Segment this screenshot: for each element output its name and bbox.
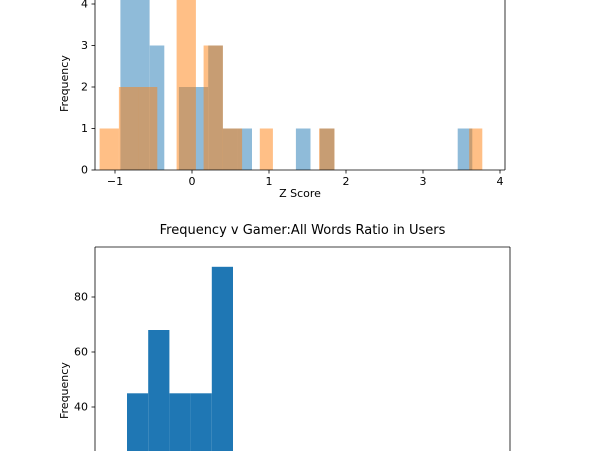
histogram-bar <box>295 128 311 170</box>
chart1-x-tick-label: −1 <box>107 175 123 188</box>
chart2-tick-labels: 40 60 80 <box>74 291 88 414</box>
ratio-histogram-bars <box>127 266 233 451</box>
histogram-bar <box>169 393 191 451</box>
chart1-y-tick-label: 0 <box>81 164 88 177</box>
zscore-histogram-chart: −1 0 1 2 3 4 0 1 2 3 4 <box>81 0 506 188</box>
chart1-x-tick-label: 4 <box>497 175 504 188</box>
histogram-bar <box>176 0 196 170</box>
chart1-x-axis-label: Z Score <box>279 187 321 200</box>
histogram-bar <box>211 266 233 451</box>
chart2-y-tick-label: 40 <box>74 401 88 414</box>
chart1-y-tick-label: 3 <box>81 39 88 52</box>
histogram-bar <box>457 128 473 170</box>
chart1-y-tick-label: 4 <box>81 0 88 11</box>
histogram-bar <box>222 128 243 170</box>
chart1-y-axis-label: Frequency <box>58 55 71 112</box>
chart1-y-tick-label: 2 <box>81 81 88 94</box>
chart1-spines <box>94 0 506 171</box>
histogram-bar <box>469 128 483 170</box>
chart1-y-tick-label: 1 <box>81 122 88 135</box>
chart2-y-tick-label: 80 <box>74 291 88 304</box>
chart1-tick-marks <box>91 3 501 174</box>
chart1-x-tick-label: 0 <box>189 175 196 188</box>
histogram-bar <box>148 330 170 451</box>
chart2-y-axis-label: Frequency <box>58 362 71 419</box>
series-blue <box>120 0 473 170</box>
histogram-bar <box>99 128 119 170</box>
histogram-bar <box>138 87 158 170</box>
histogram-bar <box>259 128 273 170</box>
chart2-tick-marks <box>91 296 95 408</box>
chart1-x-tick-label: 1 <box>266 175 273 188</box>
chart2-spines <box>94 246 511 451</box>
histogram-bar <box>190 393 212 451</box>
histogram-bar <box>118 87 139 170</box>
series-orange <box>99 0 483 170</box>
chart2-y-tick-label: 60 <box>74 346 88 359</box>
ratio-histogram-chart: 40 60 80 <box>74 246 511 451</box>
chart1-tick-labels: −1 0 1 2 3 4 0 1 2 3 4 <box>81 0 504 188</box>
chart2-title: Frequency v Gamer:All Words Ratio in Use… <box>159 223 446 238</box>
histogram-bar <box>203 45 223 170</box>
chart1-x-tick-label: 2 <box>343 175 350 188</box>
histogram-bar <box>319 128 335 170</box>
chart1-x-tick-label: 3 <box>420 175 427 188</box>
histogram-bar <box>127 393 149 451</box>
